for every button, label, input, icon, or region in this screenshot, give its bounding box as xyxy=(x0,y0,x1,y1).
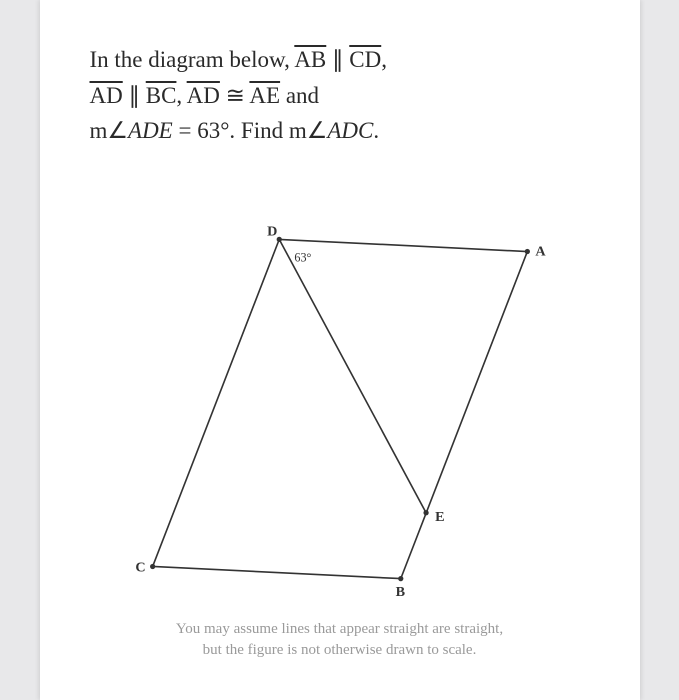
vertex-a xyxy=(524,249,529,254)
angle-label-63: 63° xyxy=(294,251,311,265)
label-e: E xyxy=(435,509,444,525)
segment-ab: AB xyxy=(294,47,326,72)
equals: = xyxy=(173,118,197,143)
label-d: D xyxy=(267,223,277,239)
line-ba xyxy=(400,251,527,578)
text-and: and xyxy=(280,83,319,108)
point-labels: D A E B C 63° xyxy=(135,223,546,600)
text-intro: In the diagram below, xyxy=(90,47,295,72)
angle-symbol xyxy=(107,118,128,143)
vertex-d xyxy=(276,237,281,242)
page: In the diagram below, AB CD, AD BC, AD A… xyxy=(40,0,640,700)
segment-ae: AE xyxy=(249,83,280,108)
label-b: B xyxy=(395,584,405,600)
segment-cd: CD xyxy=(349,47,381,72)
shape-lines xyxy=(152,239,527,578)
vertex-b xyxy=(398,576,403,581)
segment-ad: AD xyxy=(90,83,123,108)
period: . xyxy=(373,118,379,143)
parallel-symbol xyxy=(332,47,344,72)
vertex-e xyxy=(423,510,428,515)
text-find: . Find m xyxy=(229,118,306,143)
parallel-symbol xyxy=(128,83,140,108)
line-cb xyxy=(152,566,400,578)
footnote-line-2: but the figure is not otherwise drawn to… xyxy=(90,640,590,661)
line-da xyxy=(279,239,527,251)
congruent-symbol xyxy=(226,83,245,108)
label-a: A xyxy=(535,244,546,260)
line-dc xyxy=(152,239,279,566)
vertex-c xyxy=(150,564,155,569)
vertices xyxy=(150,237,530,582)
footnote: You may assume lines that appear straigh… xyxy=(90,619,590,661)
comma: , xyxy=(381,47,387,72)
line-de xyxy=(279,239,426,512)
segment-bc: BC xyxy=(146,83,177,108)
footnote-line-1: You may assume lines that appear straigh… xyxy=(90,619,590,640)
label-c: C xyxy=(135,559,145,575)
angle-adc: ADC xyxy=(327,118,373,143)
problem-statement: In the diagram below, AB CD, AD BC, AD A… xyxy=(90,42,590,149)
geometry-diagram: D A E B C 63° xyxy=(125,209,555,609)
angle-value: 63 xyxy=(197,118,220,143)
m-prefix: m xyxy=(90,118,108,143)
angle-ade: ADE xyxy=(128,118,173,143)
segment-ad-2: AD xyxy=(187,83,220,108)
diagram-container: D A E B C 63° xyxy=(90,209,590,609)
comma: , xyxy=(176,83,186,108)
angle-symbol xyxy=(307,118,328,143)
